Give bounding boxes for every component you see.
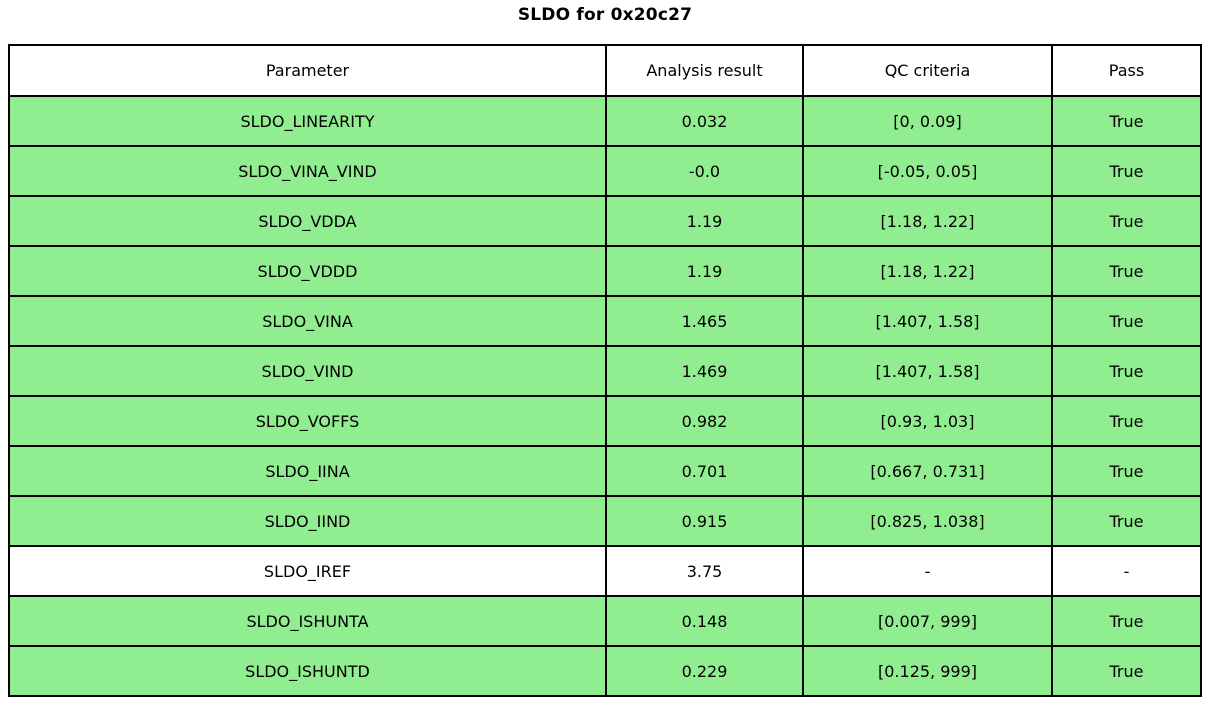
table-header: Parameter Analysis result QC criteria Pass [8,44,1202,97]
cell-analysis-result: 1.469 [605,345,804,397]
cell-pass: True [1051,495,1202,547]
table-row: SLDO_VINA 1.465 [1.407, 1.58] True [8,295,1202,347]
table-body: SLDO_LINEARITY 0.032 [0, 0.09] True SLDO_VIN… [8,95,1202,697]
cell-qc-criteria: - [802,545,1053,597]
table-row: SLDO_ISHUNTD 0.229 [0.125, 999] True [8,645,1202,697]
header-row: Parameter Analysis result QC criteria Pass [8,44,1202,97]
cell-pass: True [1051,95,1202,147]
cell-parameter: SLDO_IIND [8,495,607,547]
table-row: SLDO_IREF 3.75- - [8,545,1202,597]
cell-pass: True [1051,245,1202,297]
cell-pass: True [1051,195,1202,247]
cell-parameter: SLDO_LINEARITY [8,95,607,147]
cell-analysis-result: 1.465 [605,295,804,347]
cell-parameter: SLDO_ISHUNTD [8,645,607,697]
cell-qc-criteria: [1.18, 1.22] [802,195,1053,247]
cell-qc-criteria: [1.407, 1.58] [802,345,1053,397]
column-header-analysis-result: Analysis result [605,44,804,97]
cell-parameter: SLDO_VINA_VIND [8,145,607,197]
cell-qc-criteria: [0, 0.09] [802,95,1053,147]
cell-pass: True [1051,295,1202,347]
table-row: SLDO_LINEARITY 0.032 [0, 0.09] True [8,95,1202,147]
cell-parameter: SLDO_ISHUNTA [8,595,607,647]
cell-analysis-result: 0.915 [605,495,804,547]
column-header-pass: Pass [1051,44,1202,97]
cell-parameter: SLDO_IINA [8,445,607,497]
cell-analysis-result: 0.982 [605,395,804,447]
cell-qc-criteria: [0.125, 999] [802,645,1053,697]
qc-results-table: Parameter Analysis result QC criteria Pass … [8,44,1202,697]
table-row: SLDO_VOFFS 0.982 [0.93, 1.03] True [8,395,1202,447]
cell-qc-criteria: [0.825, 1.038] [802,495,1053,547]
cell-qc-criteria: [1.18, 1.22] [802,245,1053,297]
cell-parameter: SLDO_VINA [8,295,607,347]
cell-analysis-result: 0.148 [605,595,804,647]
cell-pass: True [1051,395,1202,447]
cell-qc-criteria: [-0.05, 0.05] [802,145,1053,197]
table-row: SLDO_IINA 0.701 [0.667, 0.731] True [8,445,1202,497]
cell-parameter: SLDO_VOFFS [8,395,607,447]
page-title: SLDO for 0x20c27 [517,5,693,25]
cell-parameter: SLDO_VIND [8,345,607,397]
cell-qc-criteria: [0.93, 1.03] [802,395,1053,447]
cell-parameter: SLDO_VDDA [8,195,607,247]
cell-analysis-result: 3.75 [605,545,804,597]
table-row: SLDO_VINA_VIND -0.0 [-0.05, 0.05] True [8,145,1202,197]
table-row: SLDO_VDDA 1.19 [1.18, 1.22] True [8,195,1202,247]
cell-analysis-result: -0.0 [605,145,804,197]
cell-pass: - [1051,545,1202,597]
cell-parameter: SLDO_IREF [8,545,607,597]
cell-parameter: SLDO_VDDD [8,245,607,297]
cell-analysis-result: 1.19 [605,245,804,297]
cell-qc-criteria: [0.007, 999] [802,595,1053,647]
cell-qc-criteria: [0.667, 0.731] [802,445,1053,497]
cell-pass: True [1051,645,1202,697]
cell-pass: True [1051,145,1202,197]
table-row: SLDO_VIND 1.469 [1.407, 1.58] True [8,345,1202,397]
cell-pass: True [1051,595,1202,647]
cell-pass: True [1051,345,1202,397]
column-header-qc-criteria: QC criteria [802,44,1053,97]
cell-analysis-result: 0.229 [605,645,804,697]
table-row: SLDO_VDDD 1.19 [1.18, 1.22] True [8,245,1202,297]
column-header-parameter: Parameter [8,44,607,97]
cell-analysis-result: 1.19 [605,195,804,247]
cell-analysis-result: 0.032 [605,95,804,147]
table-row: SLDO_ISHUNTA 0.148 [0.007, 999] True [8,595,1202,647]
cell-qc-criteria: [1.407, 1.58] [802,295,1053,347]
cell-analysis-result: 0.701 [605,445,804,497]
table-row: SLDO_IIND 0.915 [0.825, 1.038] True [8,495,1202,547]
cell-pass: True [1051,445,1202,497]
